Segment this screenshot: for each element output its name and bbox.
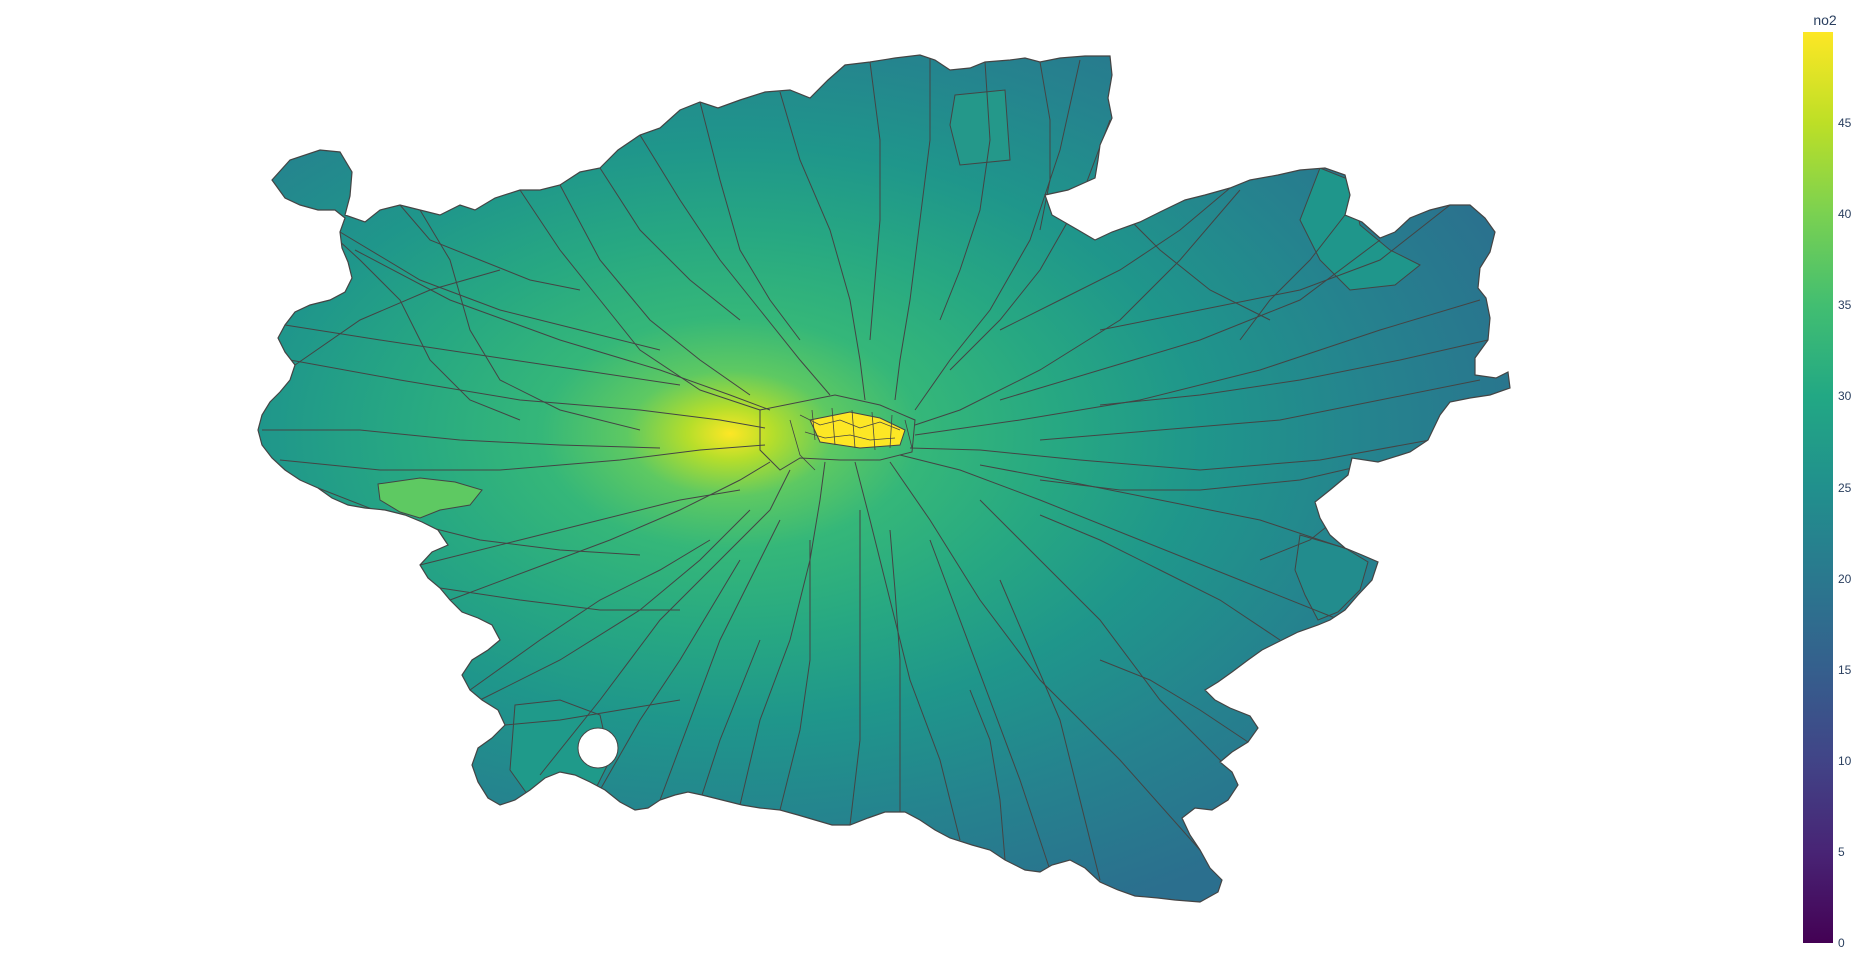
region-central-ring[interactable] — [759, 394, 916, 471]
colorbar-tick-label: 0 — [1838, 936, 1845, 950]
region-southeast[interactable] — [1294, 534, 1369, 621]
colorbar-tick-label: 5 — [1838, 844, 1845, 859]
region-borders — [262, 58, 1489, 881]
region-hole — [577, 727, 619, 769]
colorbar-tick-label: 10 — [1838, 753, 1852, 768]
colorbar-tick-label: 20 — [1838, 571, 1852, 586]
colorbar-tick-label: 40 — [1838, 207, 1852, 222]
choropleth-map[interactable] — [0, 0, 1560, 953]
colorbar-tick-label: 45 — [1838, 116, 1852, 131]
colorbar-tick-label: 35 — [1838, 298, 1852, 313]
region-west-highlight[interactable] — [377, 477, 483, 519]
colorbar-tick-label: 25 — [1838, 480, 1852, 495]
colorbar[interactable] — [1803, 32, 1833, 943]
central-borders — [789, 407, 913, 471]
colorbar-title: no2 — [1813, 12, 1837, 28]
colorbar-tick-label: 30 — [1838, 389, 1852, 404]
region-north[interactable] — [949, 89, 1011, 166]
map-outline — [257, 54, 1511, 903]
colorbar-tick-label: 15 — [1838, 662, 1852, 677]
